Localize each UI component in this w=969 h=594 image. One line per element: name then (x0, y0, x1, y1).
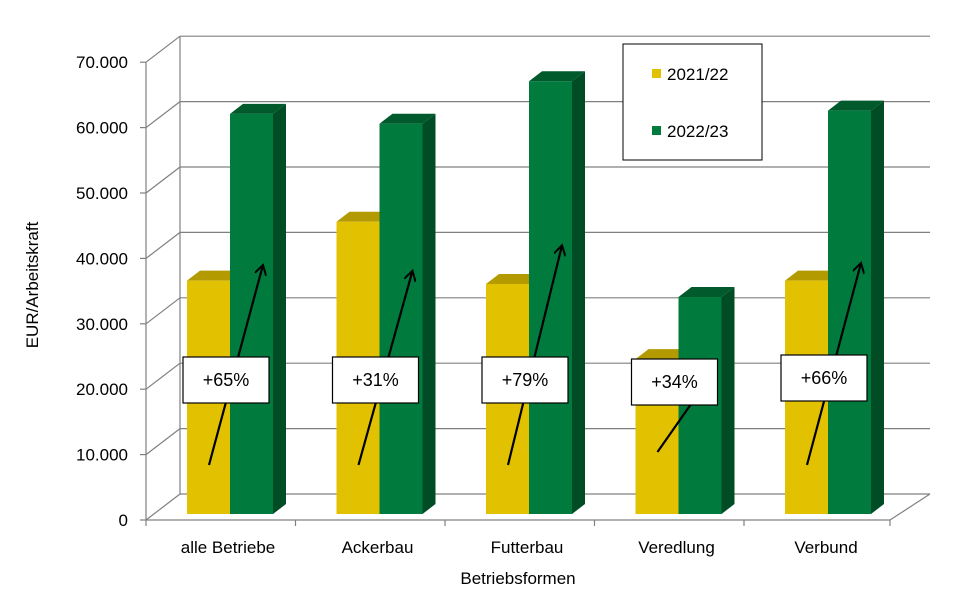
legend-label-2022: 2022/23 (667, 122, 728, 141)
y-tick-label: 0 (119, 511, 128, 530)
gridline (140, 35, 930, 63)
annotation-box (182, 356, 270, 404)
y-tick-label: 50.000 (76, 184, 128, 203)
legend-label-2021: 2021/22 (667, 65, 728, 84)
legend-box (622, 43, 763, 161)
bar-2022-23 (230, 103, 286, 515)
annotation-box (331, 356, 420, 404)
x-axis-title: Betriebsformen (460, 569, 575, 588)
y-tick-label: 20.000 (76, 380, 128, 399)
y-tick-label: 60.000 (76, 119, 128, 138)
x-tick-label: Ackerbau (342, 538, 414, 557)
legend-swatch-2021 (652, 69, 661, 78)
x-tick-label: Veredlung (638, 538, 715, 557)
arrow (506, 245, 562, 466)
y-tick-label: 30.000 (76, 315, 128, 334)
annotation-label: +65% (203, 370, 250, 390)
x-tick-label: alle Betriebe (181, 538, 276, 557)
annotations: +65% +31% +79% +34% +66% (182, 245, 868, 466)
legend: 2021/22 2022/23 (622, 43, 763, 161)
growth-annotation: +65% (182, 265, 270, 466)
y-tick-label: 70.000 (76, 53, 128, 72)
annotation-label: +34% (651, 372, 698, 392)
bar-2022-23 (828, 100, 884, 514)
growth-annotation: +66% (780, 263, 868, 466)
y-tick-label: 10.000 (76, 446, 128, 465)
x-tick-label: Futterbau (491, 538, 564, 557)
y-tick-label: 40.000 (76, 249, 128, 268)
bar-2022-23 (379, 113, 436, 515)
growth-annotation: +31% (331, 271, 420, 466)
x-tick-labels: alle Betriebe Ackerbau Futterbau Veredlung V… (145, 520, 891, 557)
bars (187, 71, 884, 515)
growth-annotation: +34% (630, 358, 719, 453)
annotation-box (630, 358, 719, 406)
y-tick-labels: 0 10.000 20.000 30.000 40.000 50.000 60.000 70.… (76, 53, 128, 530)
x-tick-label: Verbund (794, 538, 857, 557)
growth-annotation: +79% (481, 245, 569, 466)
annotation-box (481, 356, 569, 404)
annotation-label: +79% (502, 370, 549, 390)
annotation-label: +31% (352, 370, 399, 390)
annotation-box (780, 354, 868, 402)
bar-2022-23 (529, 71, 585, 514)
annotation-label: +66% (801, 368, 848, 388)
legend-swatch-2022 (652, 126, 661, 135)
y-axis-title: EUR/Arbeitskraft (23, 221, 42, 348)
